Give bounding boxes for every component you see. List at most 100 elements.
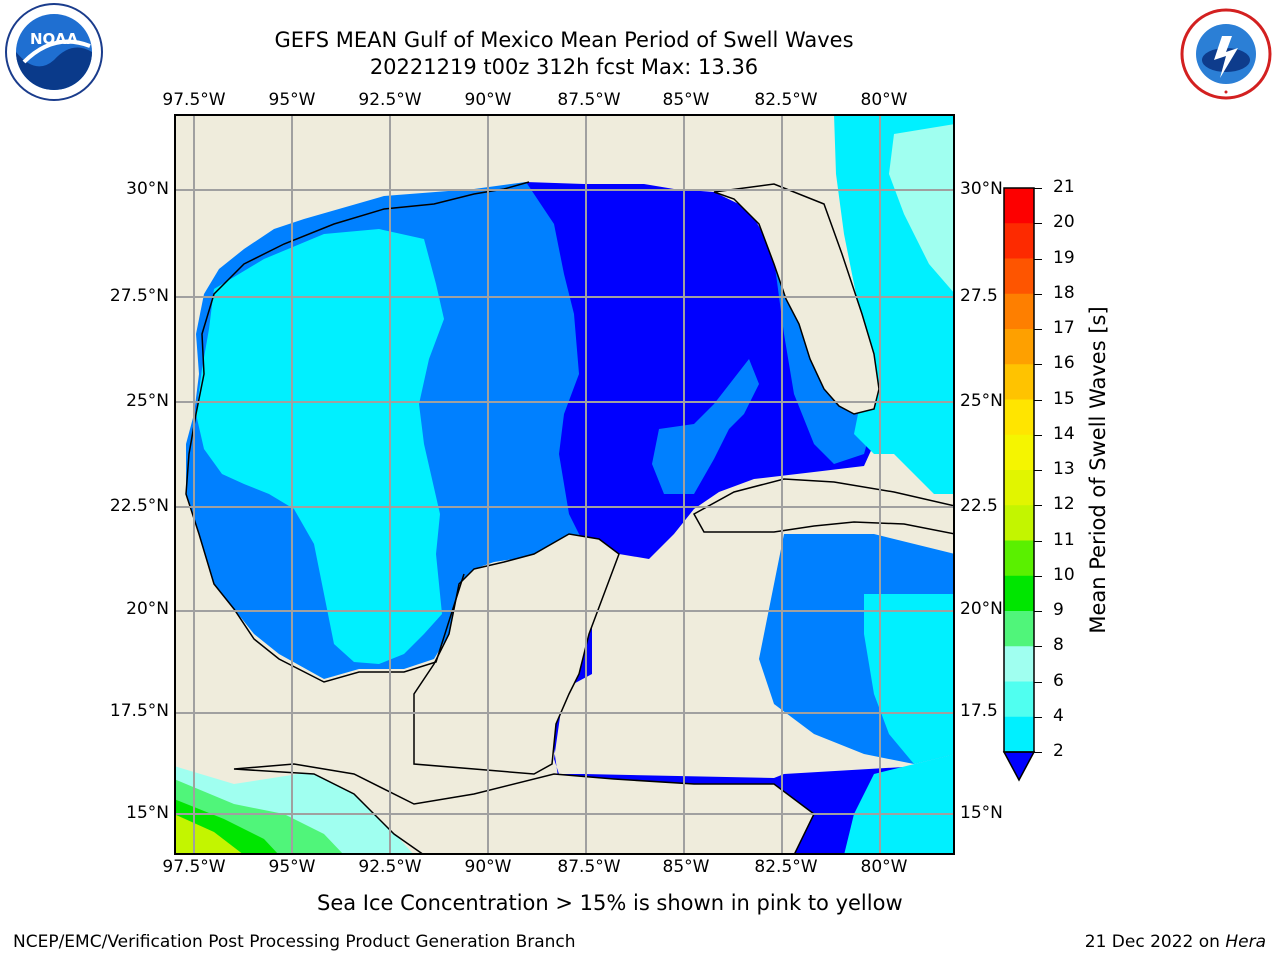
atlantic-light bbox=[889, 124, 955, 294]
swell-period-map bbox=[174, 114, 955, 855]
lon-label-top: 80°W bbox=[860, 90, 908, 110]
colorbar-tick-mark bbox=[1034, 575, 1042, 577]
colorbar-swatch bbox=[1004, 399, 1034, 436]
colorbar-tick-mark bbox=[1034, 329, 1042, 330]
colorbar-swatch bbox=[1004, 364, 1034, 400]
lon-label-bottom: 80°W bbox=[860, 857, 908, 877]
noaa-logo: NOAA bbox=[2, 2, 106, 102]
colorbar-swatch bbox=[1004, 293, 1034, 330]
map-border bbox=[174, 114, 955, 855]
colorbar-extend-arrow bbox=[1002, 751, 1036, 782]
colorbar-tick-label: 20 bbox=[1053, 212, 1075, 233]
chart-title: GEFS MEAN Gulf of Mexico Mean Period of … bbox=[274, 28, 854, 52]
caribbean-cyan bbox=[864, 594, 955, 764]
colorbar-swatch bbox=[1004, 434, 1034, 471]
lon-label-top: 92.5°W bbox=[358, 90, 422, 110]
lon-label-top: 85°W bbox=[662, 90, 710, 110]
lat-label-right: 17.5 bbox=[960, 701, 998, 721]
lat-label-right: 27.5 bbox=[960, 286, 998, 306]
caribbean-lower bbox=[844, 754, 955, 855]
florida-peninsula bbox=[713, 183, 880, 415]
lon-label-top: 95°W bbox=[268, 90, 316, 110]
chart-subtitle: 20221219 t00z 312h fcst Max: 13.36 bbox=[369, 55, 759, 79]
colorbar-tick-label: 12 bbox=[1053, 494, 1075, 515]
lon-label-top: 82.5°W bbox=[754, 90, 818, 110]
colorbar-swatch bbox=[1004, 188, 1034, 224]
colorbar-tick-mark bbox=[1034, 399, 1042, 401]
colorbar-swatch bbox=[1004, 258, 1034, 295]
colorbar bbox=[1000, 186, 1040, 786]
gulf-western-cyan bbox=[196, 229, 444, 664]
colorbar-tick-label: 9 bbox=[1053, 600, 1064, 620]
colorbar-tick-label: 2 bbox=[1053, 741, 1064, 761]
colorbar-tick-mark bbox=[1034, 293, 1042, 295]
gulf-coastline bbox=[185, 181, 530, 683]
colorbar-tick-label: 16 bbox=[1053, 353, 1075, 374]
colorbar-tick-mark bbox=[1034, 540, 1042, 542]
lat-label-left: 15°N bbox=[126, 803, 169, 823]
colorbar-tick-mark bbox=[1034, 716, 1042, 718]
lat-label-right: 15°N bbox=[960, 803, 1003, 823]
lon-label-bottom: 85°W bbox=[662, 857, 710, 877]
lon-label-bottom: 82.5°W bbox=[754, 857, 818, 877]
gulf-eastern-dark bbox=[526, 182, 955, 855]
graticule bbox=[174, 114, 955, 855]
footer-host: Hera bbox=[1225, 932, 1266, 952]
lat-label-left: 20°N bbox=[126, 599, 169, 619]
colorbar-swatch bbox=[1004, 505, 1034, 541]
footer-date: 21 Dec 2022 on Hera bbox=[1085, 932, 1266, 952]
colorbar-tick-label: 6 bbox=[1053, 670, 1064, 691]
colorbar-label: Mean Period of Swell Waves [s] bbox=[1086, 306, 1110, 634]
lat-label-left: 22.5°N bbox=[109, 496, 169, 516]
colorbar-tick-label: 17 bbox=[1053, 318, 1075, 338]
lon-label-bottom: 92.5°W bbox=[358, 857, 422, 877]
footer-credit: NCEP/EMC/Verification Post Processing Pr… bbox=[13, 932, 576, 952]
lat-label-left: 17.5°N bbox=[109, 701, 169, 721]
colorbar-swatch bbox=[1004, 223, 1034, 259]
colorbar-tick-mark bbox=[1034, 258, 1042, 260]
colorbar-swatch bbox=[1004, 716, 1034, 753]
colorbar-tick-label: 21 bbox=[1053, 177, 1075, 197]
noaa-logo-text: NOAA bbox=[30, 30, 79, 48]
footer-date-text: 21 Dec 2022 on bbox=[1084, 932, 1226, 952]
lat-label-right: 22.5 bbox=[960, 496, 998, 516]
colorbar-tick-label: 10 bbox=[1053, 564, 1075, 585]
lon-label-bottom: 87.5°W bbox=[557, 857, 621, 877]
lat-label-left: 25°N bbox=[126, 391, 169, 411]
colorbar-tick-mark bbox=[1034, 364, 1042, 366]
colorbar-tick-mark bbox=[1034, 434, 1042, 436]
nws-logo bbox=[1176, 8, 1276, 100]
colorbar-tick-mark bbox=[1034, 752, 1042, 753]
colorbar-swatch bbox=[1004, 681, 1034, 718]
lat-label-right: 20°N bbox=[960, 599, 1003, 619]
colorbar-tick-label: 14 bbox=[1053, 423, 1075, 444]
colorbar-tick-mark bbox=[1034, 611, 1042, 612]
colorbar-tick-label: 11 bbox=[1053, 529, 1075, 550]
colorbar-swatch bbox=[1004, 470, 1034, 506]
lon-label-top: 87.5°W bbox=[557, 90, 621, 110]
colorbar-tick-label: 4 bbox=[1053, 705, 1064, 726]
lon-label-bottom: 95°W bbox=[268, 857, 316, 877]
gulf-eastern-patch bbox=[652, 359, 759, 494]
lon-label-top: 90°W bbox=[464, 90, 512, 110]
colorbar-tick-mark bbox=[1034, 470, 1042, 471]
colorbar-tick-mark bbox=[1034, 188, 1042, 189]
colorbar-swatch bbox=[1004, 329, 1034, 365]
colorbar-tick-label: 19 bbox=[1053, 247, 1075, 268]
colorbar-tick-label: 8 bbox=[1053, 635, 1064, 656]
colorbar-swatch bbox=[1004, 575, 1034, 612]
colorbar-swatch bbox=[1004, 611, 1034, 647]
colorbar-swatches bbox=[1002, 187, 1036, 782]
lat-label-right: 25°N bbox=[960, 391, 1003, 411]
pacific-yellowgreen bbox=[174, 814, 244, 855]
colorbar-tick-mark bbox=[1034, 646, 1042, 648]
colorbar-tick-label: 18 bbox=[1053, 282, 1075, 303]
lon-label-top: 97.5°W bbox=[162, 90, 226, 110]
lon-label-bottom: 97.5°W bbox=[162, 857, 226, 877]
colorbar-tick-mark bbox=[1034, 505, 1042, 507]
lon-label-bottom: 90°W bbox=[464, 857, 512, 877]
colorbar-tick-mark bbox=[1034, 223, 1042, 225]
sea-ice-note: Sea Ice Concentration > 15% is shown in … bbox=[317, 891, 903, 915]
map-frame bbox=[174, 114, 955, 855]
lat-label-right: 30°N bbox=[960, 179, 1003, 199]
